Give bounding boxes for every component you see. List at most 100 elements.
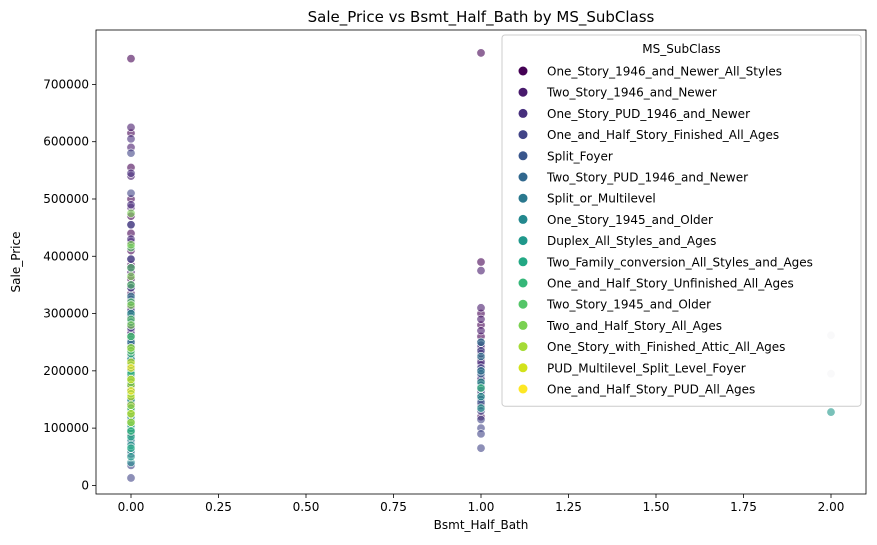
data-point [126,409,136,419]
legend-box [501,34,862,407]
legend-entry-label: Split_Foyer [547,149,613,163]
data-point [126,426,136,436]
data-point [126,320,136,330]
legend-entry-label: One_Story_PUD_1946_and_Newer [547,107,750,121]
x-tick-label: 0.50 [293,500,320,514]
x-tick-label: 1.25 [555,500,582,514]
data-point [476,403,486,413]
y-tick-label: 300000 [43,307,89,321]
legend-marker [518,320,528,330]
data-point [126,473,136,483]
data-point [476,257,486,267]
legend-entry-label: Two_Story_1946_and_Newer [546,86,717,100]
data-point [126,263,136,273]
legend-marker [518,66,528,76]
data-point [126,443,136,453]
y-tick-label: 600000 [43,135,89,149]
y-tick-label: 400000 [43,249,89,263]
legend-entry-label: Two_and_Half_Story_All_Ages [546,319,722,333]
data-point [126,188,136,198]
data-point [126,254,136,264]
data-point [476,326,486,336]
y-tick-label: 100000 [43,421,89,435]
data-point [476,383,486,393]
legend-entry-label: Duplex_All_Styles_and_Ages [547,234,716,248]
data-point [476,392,486,402]
x-tick-label: 0.75 [380,500,407,514]
data-point [126,271,136,281]
legend-marker [518,172,528,182]
data-point [126,343,136,353]
data-point [476,366,486,376]
x-tick-label: 0.00 [118,500,145,514]
data-point [476,352,486,362]
x-axis: 0.00 0.25 0.50 0.75 1.00 1.25 1.50 1.75 2.00 [118,494,845,514]
legend-marker [518,278,528,288]
data-points [126,48,836,483]
y-tick-label: 0 [81,478,89,492]
data-point [476,443,486,453]
legend-marker [518,299,528,309]
data-point [126,200,136,210]
legend-title: MS_SubClass [642,42,720,56]
data-point [126,148,136,158]
legend-entry-label: Two_Story_PUD_1946_and_Newer [546,171,748,185]
legend-marker [518,257,528,267]
x-axis-label: Bsmt_Half_Bath [434,518,529,532]
data-point [126,54,136,64]
data-point [126,208,136,218]
legend-marker [518,151,528,161]
data-point [126,363,136,373]
legend-entry-label: Split_or_Multilevel [547,192,656,206]
data-point [126,280,136,290]
data-point [476,337,486,347]
data-point [476,415,486,425]
data-point [826,407,836,417]
legend-marker [518,384,528,394]
legend-entry-label: One_Story_1946_and_Newer_All_Styles [547,65,782,79]
y-tick-label: 700000 [43,77,89,91]
data-point [126,168,136,178]
data-point [126,417,136,427]
legend-entry-label: One_and_Half_Story_Unfinished_All_Ages [547,277,794,291]
x-tick-label: 1.75 [730,500,757,514]
data-point [126,452,136,462]
x-tick-label: 0.25 [205,500,232,514]
y-axis-label: Sale_Price [9,232,23,293]
x-tick-label: 1.50 [643,500,670,514]
data-point [126,386,136,396]
legend-marker [518,236,528,246]
legend-marker [518,214,528,224]
y-tick-label: 500000 [43,192,89,206]
y-axis: 0 100000 200000 300000 400000 500000 600000 700… [43,77,96,492]
x-tick-label: 2.00 [818,500,845,514]
legend-marker [518,363,528,373]
data-point [126,134,136,144]
legend-marker [518,130,528,140]
chart-title: Sale_Price vs Bsmt_Half_Bath by MS_SubCl… [308,8,655,27]
legend-entry-label: Two_Story_1945_and_Older [546,298,711,312]
data-point [476,266,486,276]
legend-entry-label: One_Story_1945_and_Older [547,213,713,227]
x-tick-label: 1.00 [468,500,495,514]
data-point [126,122,136,132]
data-point [476,314,486,324]
legend-entry-label: One_Story_with_Finished_Attic_All_Ages [547,340,785,354]
legend-entry-label: One_and_Half_Story_Finished_All_Ages [547,128,779,142]
legend-marker [518,87,528,97]
data-point [126,331,136,341]
legend-entry-label: Two_Family_conversion_All_Styles_and_Age… [546,255,813,269]
data-point [126,374,136,384]
legend-marker [518,108,528,118]
data-point [126,300,136,310]
data-point [476,429,486,439]
data-point [126,240,136,250]
data-point [476,48,486,58]
data-point [126,400,136,410]
data-point [476,303,486,313]
legend-entry-label: PUD_Multilevel_Split_Level_Foyer [547,361,746,375]
legend-marker [518,342,528,352]
legend: MS_SubClass One_Story_1946_and_Newer_All_… [501,34,862,407]
y-tick-label: 200000 [43,364,89,378]
